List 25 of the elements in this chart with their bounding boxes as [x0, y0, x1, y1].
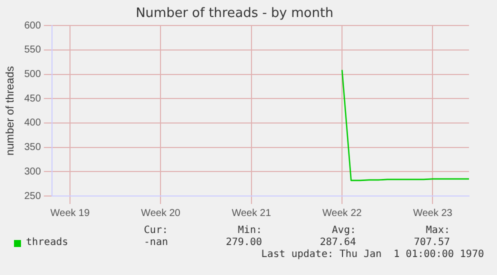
y-axis-title: number of threads [4, 66, 17, 156]
x-tick-label: Week 21 [232, 208, 272, 219]
text: Min: [238, 225, 262, 237]
text: 287.64 [320, 237, 356, 249]
text: Last update: Thu Jan 1 01:00:00 1970 [261, 249, 484, 261]
text: 279.00 [226, 237, 262, 249]
text: Max: [426, 225, 450, 237]
y-tick-label: 500 [24, 69, 42, 80]
chart-title: Number of threads - by month [136, 6, 334, 22]
text: Avg: [332, 225, 356, 237]
text: 707.57 [414, 237, 450, 249]
text: Cur: [144, 225, 168, 237]
x-tick-label: Week 23 [413, 208, 453, 219]
y-tick-label: 350 [24, 142, 42, 154]
legend-label: threads [26, 237, 68, 249]
x-tick-label: Week 20 [141, 208, 181, 219]
y-tick-label: 450 [24, 93, 42, 104]
text: -nan [144, 237, 168, 249]
x-tick-label: Week 19 [50, 208, 90, 219]
y-tick-label: 300 [24, 166, 42, 178]
y-tick-label: 550 [24, 44, 42, 56]
y-tick-label: 600 [24, 20, 42, 32]
x-tick-label: Week 22 [322, 208, 362, 219]
y-tick-label: 400 [24, 118, 42, 129]
y-tick-label: 250 [24, 190, 42, 202]
